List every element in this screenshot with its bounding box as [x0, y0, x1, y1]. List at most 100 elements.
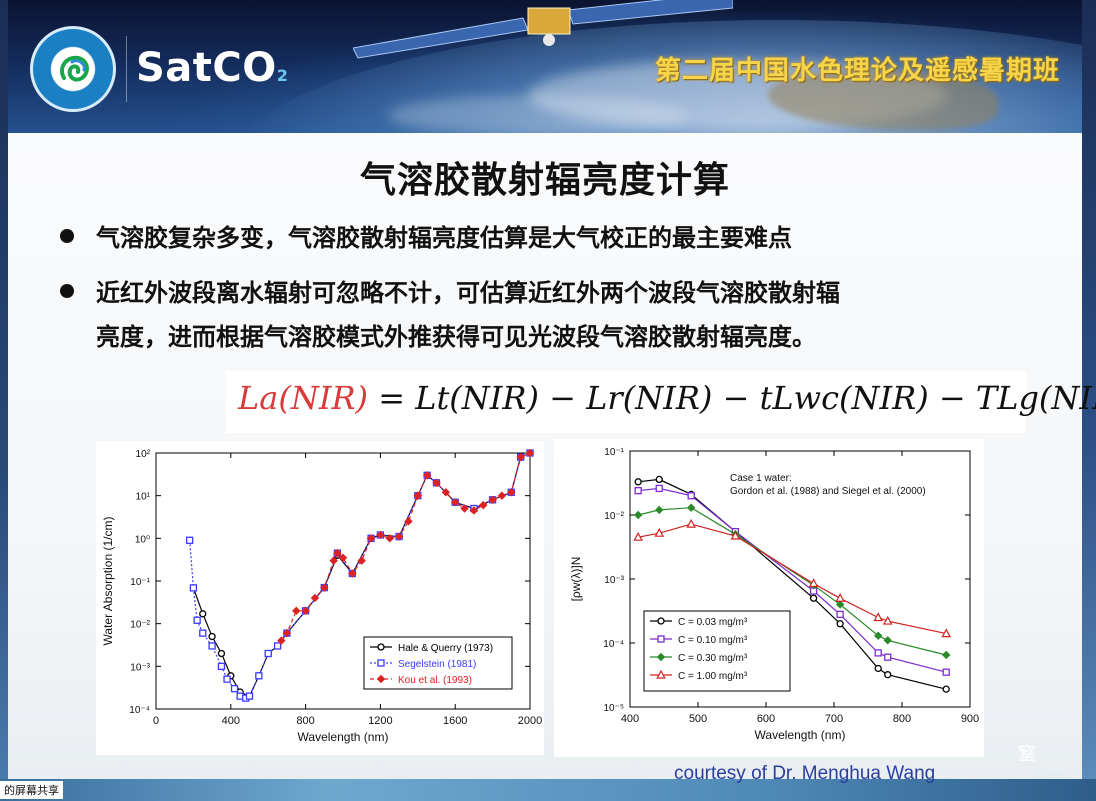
data-point	[809, 594, 818, 602]
window-frame-left	[0, 0, 8, 801]
data-point	[329, 556, 338, 565]
formula-box: La(NIR) = Lt(NIR) − Lr(NIR) − tLwc(NIR) …	[226, 371, 1096, 433]
data-point	[507, 488, 516, 497]
x-tick-label: 700	[825, 713, 843, 725]
bullet-text: 气溶胶复杂多变，气溶胶散射辐亮度估算是大气校正的最主要难点	[96, 224, 792, 252]
x-tick-label: 400	[621, 713, 639, 725]
logo-divider	[126, 36, 127, 102]
data-point	[348, 569, 357, 578]
data-point	[941, 628, 952, 638]
data-point	[223, 675, 231, 683]
window-frame-right	[1082, 0, 1096, 801]
legend-entry: Hale & Querry (1973)	[398, 643, 493, 654]
y-tick-label: 10⁻¹	[130, 577, 150, 588]
data-point	[942, 685, 950, 693]
data-point	[655, 505, 664, 515]
data-point	[488, 495, 497, 505]
data-point	[873, 631, 883, 640]
data-point	[808, 578, 819, 588]
data-point	[413, 491, 423, 500]
slide-title: 气溶胶散射辐亮度计算	[359, 160, 730, 201]
y-tick-label: 10⁻³	[604, 575, 624, 586]
data-point	[366, 534, 376, 543]
data-point	[208, 632, 216, 641]
x-tick-label: 900	[961, 713, 979, 725]
data-point	[357, 556, 366, 565]
data-point	[255, 672, 263, 680]
data-point	[273, 642, 282, 650]
logo-swirl-icon	[59, 55, 89, 82]
window-frame-bottom	[0, 779, 1096, 801]
data-point	[441, 488, 451, 497]
corner-watermark-text: NT DYNAMICS	[1030, 773, 1072, 779]
y-tick-label: 10¹	[136, 492, 151, 503]
logo-text: SatCO2	[136, 45, 289, 91]
reflectance-plot: 400 500 600 700 800 900 10⁻⁵ 10⁻⁴ 10⁻³ 10⁻² 10⁻¹ Wa…	[569, 447, 979, 742]
x-tick-label: 500	[689, 713, 707, 725]
data-point	[208, 642, 216, 650]
satco2-logo	[30, 26, 116, 112]
data-point	[376, 530, 385, 540]
data-point	[282, 628, 292, 638]
data-point	[199, 629, 207, 637]
data-point	[310, 593, 320, 603]
data-point	[338, 553, 348, 562]
legend-marker	[376, 674, 386, 684]
bullet-dot	[60, 229, 74, 243]
data-point	[450, 498, 460, 507]
data-point	[422, 471, 432, 480]
course-title: 第二届中国水色理论及遥感暑期班	[654, 56, 1060, 86]
data-point	[874, 649, 882, 657]
data-point	[654, 527, 665, 537]
data-point	[686, 503, 696, 512]
data-point	[634, 487, 642, 495]
legend-box	[643, 610, 791, 692]
data-point	[942, 668, 950, 676]
header-banner: SatCO2 第二届中国水色理论及遥感暑期班	[8, 0, 1082, 133]
x-tick-label: 2000	[518, 715, 542, 727]
legend-entry: Kou et al. (1993)	[398, 675, 472, 686]
formula: La(NIR) = Lt(NIR) − Lr(NIR) − tLwc(NIR) …	[238, 379, 1096, 417]
legend-marker	[656, 669, 666, 679]
data-point	[497, 491, 507, 500]
reflectance-chart: 400 500 600 700 800 900 10⁻⁵ 10⁻⁴ 10⁻³ 10⁻² 10⁻¹ Wa…	[554, 439, 984, 757]
data-point	[884, 653, 892, 661]
bullet-item: 气溶胶复杂多变，气溶胶散射辐亮度估算是大气校正的最主要难点	[60, 216, 792, 260]
data-point	[873, 612, 884, 622]
x-tick-label: 1200	[368, 715, 392, 727]
x-tick-label: 600	[757, 713, 775, 725]
data-point	[633, 531, 643, 541]
x-axis-label: Wavelength (nm)	[298, 730, 389, 744]
data-point	[874, 664, 882, 673]
chart-annotation: Case 1 water:	[730, 473, 792, 484]
data-point	[230, 684, 239, 693]
data-point	[193, 616, 201, 624]
bullet-item: 近红外波段离水辐射可忽略不计，可估算近红外两个波段气溶胶散射辐 亮度，进而根据气…	[60, 271, 1020, 359]
y-tick-label: 10⁻⁴	[603, 639, 624, 650]
legend-box	[363, 636, 513, 690]
legend-entry: Segelstein (1981)	[398, 659, 476, 670]
data-point	[186, 536, 194, 544]
data-point	[836, 610, 844, 619]
data-point	[686, 518, 697, 528]
data-point	[264, 649, 272, 658]
data-point	[333, 548, 342, 558]
data-point	[189, 584, 198, 592]
data-point	[835, 593, 845, 602]
slide-content: 气溶胶散射辐亮度计算 气溶胶复杂多变，气溶胶散射辐亮度估算是大气校正的最主要难点…	[8, 133, 1096, 784]
y-tick-label: 10⁻²	[604, 511, 624, 522]
cloud-decoration	[388, 95, 688, 133]
legend-marker	[656, 652, 666, 662]
x-axis-label: Wavelength (nm)	[755, 728, 846, 742]
data-point	[277, 636, 286, 645]
data-point	[516, 452, 525, 462]
data-point	[883, 636, 892, 645]
data-point	[836, 620, 844, 628]
data-point	[394, 532, 404, 541]
water-absorption-plot: 0 400 800 1200 1600 2000 10⁻⁴ 10⁻³ 10⁻² 10⁻¹ 10⁰ 10…	[101, 448, 542, 744]
x-tick-label: 400	[222, 715, 240, 727]
bullet-text-continued: 亮度，进而根据气溶胶模式外推获得可见光波段气溶胶散射辐亮度。	[96, 323, 816, 351]
x-tick-label: 800	[893, 713, 911, 725]
legend-entry: C = 0.10 mg/m³	[678, 635, 748, 646]
legend-entry: C = 1.00 mg/m³	[678, 671, 748, 682]
